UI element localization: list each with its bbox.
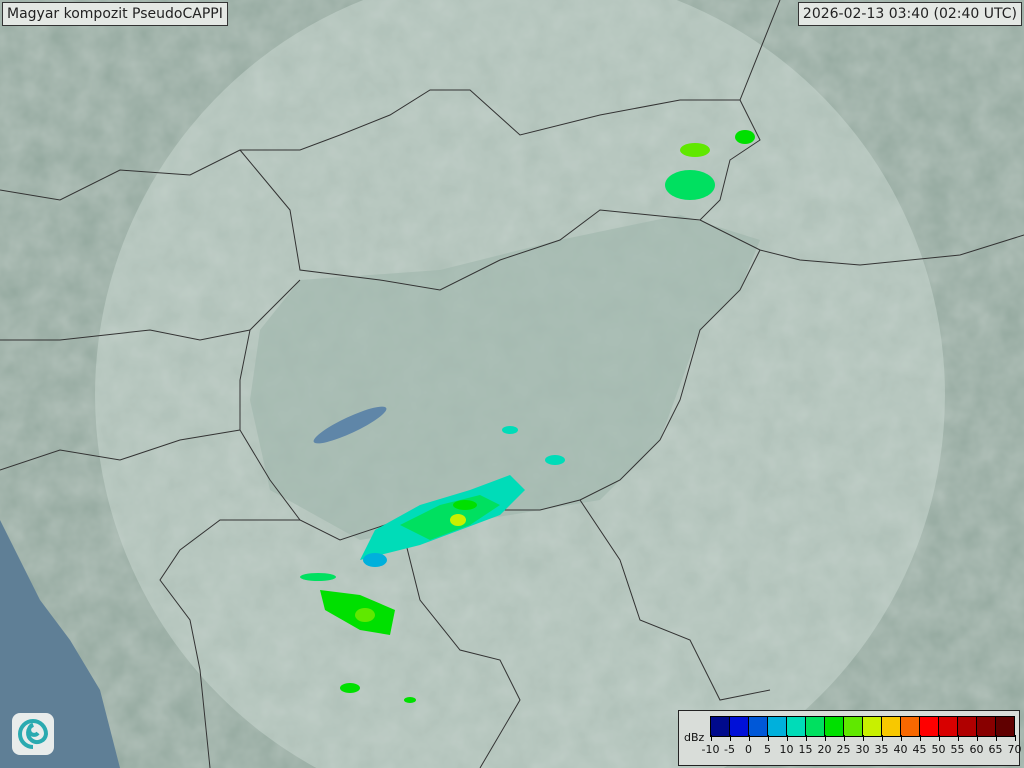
color-cell (806, 717, 825, 736)
dbz-legend: dBz -10 -5 0 5 10 15 20 25 30 35 40 45 50 55 60 65 70 (678, 710, 1022, 766)
tick-mark (1014, 735, 1016, 741)
lake-balaton (313, 406, 387, 444)
color-cell (787, 717, 806, 736)
tick-mark (710, 735, 712, 741)
tick-label: 65 (988, 743, 1003, 756)
tick-mark (843, 735, 845, 741)
tick-label: 25 (836, 743, 851, 756)
tick-label: 20 (817, 743, 832, 756)
color-cell (996, 717, 1014, 736)
tick-label: -5 (724, 743, 735, 756)
legend-unit: dBz (684, 731, 705, 744)
tick-label: 60 (969, 743, 984, 756)
color-cell (768, 717, 787, 736)
color-scale (710, 716, 1015, 737)
tick-mark (862, 735, 864, 741)
tick-mark (995, 735, 997, 741)
tick-label: 35 (874, 743, 889, 756)
color-cell (882, 717, 901, 736)
tick-label: 30 (855, 743, 870, 756)
tick-mark (976, 735, 978, 741)
tick-mark (748, 735, 750, 741)
tick-mark (824, 735, 826, 741)
tick-label: 40 (893, 743, 908, 756)
tick-mark (805, 735, 807, 741)
tick-mark (767, 735, 769, 741)
tick-mark (957, 735, 959, 741)
color-cell (920, 717, 939, 736)
swirl-logo-icon (12, 713, 54, 755)
tick-label: 70 (1007, 743, 1022, 756)
tick-label: 5 (764, 743, 771, 756)
color-cell (939, 717, 958, 736)
legend-ticks: -10 -5 0 5 10 15 20 25 30 35 40 45 50 55 60 65 70 (702, 735, 1022, 763)
color-cell (977, 717, 996, 736)
tick-label: -10 (701, 743, 720, 756)
tick-mark (729, 735, 731, 741)
tick-mark (919, 735, 921, 741)
color-cell (863, 717, 882, 736)
tick-label: 15 (798, 743, 813, 756)
radar-echoes (300, 130, 755, 703)
tick-label: 45 (912, 743, 927, 756)
color-cell (711, 717, 730, 736)
sea (0, 520, 120, 768)
tick-label: 10 (779, 743, 794, 756)
color-cell (825, 717, 844, 736)
tick-mark (786, 735, 788, 741)
hungary-plain (250, 215, 760, 540)
timestamp-label: 2026-02-13 03:40 (02:40 UTC) (797, 2, 1022, 26)
tick-mark (881, 735, 883, 741)
color-cell (958, 717, 977, 736)
color-cell (901, 717, 920, 736)
color-cell (749, 717, 768, 736)
tick-label: 55 (950, 743, 965, 756)
tick-label: 50 (931, 743, 946, 756)
tick-label: 0 (745, 743, 752, 756)
color-cell (844, 717, 863, 736)
tick-mark (900, 735, 902, 741)
color-cell (730, 717, 749, 736)
tick-mark (938, 735, 940, 741)
product-title: Magyar kompozit PseudoCAPPI (2, 2, 228, 26)
